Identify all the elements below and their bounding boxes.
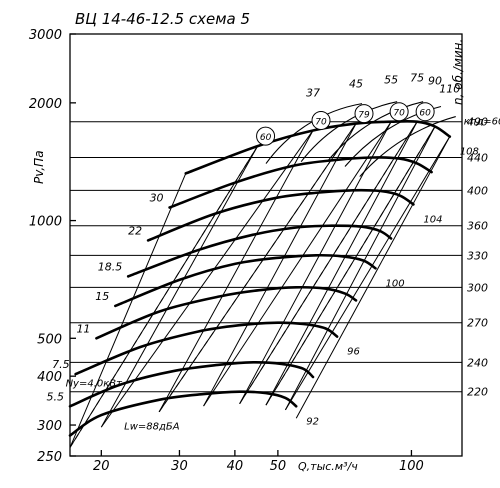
x-tick-label: 40 [227,459,244,474]
x-tick-label: 30 [171,459,188,474]
y-tick-label: 300 [37,419,62,434]
noise-line [285,136,451,411]
speed-label: 270 [467,317,488,330]
efficiency-marker [354,104,374,124]
x-tick-label: 100 [399,459,424,474]
efficiency-label: кпд=60% [464,117,500,128]
grid-layer [69,121,462,448]
power-line [284,126,436,411]
power-line [158,130,314,413]
efficiency-line [265,126,436,406]
x-tick-label: 50 [270,459,287,474]
efficiency-label: 70 [393,109,405,119]
speed-label: 440 [467,151,488,164]
power-label: 45 [349,78,363,91]
efficiency-arc [300,101,398,163]
speed-curve-240 [68,360,315,408]
noise-line [203,121,392,407]
power-line [265,121,418,406]
speed-curve-300 [95,285,358,340]
speed-curve-220 [68,390,298,437]
power-label: 5.5 [47,390,65,403]
power-line [295,136,451,419]
speed-label: 490 [467,116,488,129]
speed-label: 300 [467,281,488,294]
label-layer: 250 300 400 500 1000 2000 3000 20 30 40 50 100 490 44… [29,28,500,474]
noise-label: 92 [306,416,319,427]
efficiency-marker [256,126,276,146]
efficiency-marker [311,110,331,130]
speed-curve-490 [184,119,452,175]
noise-label: 96 [347,347,360,358]
axes-layer [69,33,463,457]
y-tick-label: 400 [37,370,62,385]
noise-line [100,130,314,428]
speed-label: 240 [467,356,488,369]
power-label: 30 [150,192,164,205]
power-line [100,145,259,428]
speed-curve-440 [168,156,433,209]
power-line [69,173,187,448]
power-label: 55 [384,74,398,87]
efficiency-marker [389,102,409,122]
power-line [203,123,357,407]
efficiency-line [158,123,357,413]
speed-label: 220 [467,386,488,399]
efficiency-arc [265,103,363,164]
x-tick-label: 20 [93,459,110,474]
power-label: 110 [439,83,460,96]
efficiency-label: 70 [315,117,327,127]
efficiency-line [239,121,418,404]
power-label: 75 [410,72,424,85]
power-label: 7.5 [52,358,70,371]
y2-axis-label: n, об./мин. [451,39,465,105]
speed-curve-400 [146,188,415,242]
efficiency-arc [359,116,456,177]
efficiency-marker [415,102,435,122]
power-label: 90 [428,75,442,88]
power-label: 22 [128,224,142,237]
y-axis-label: Pv,Па [32,150,46,184]
speed-label: 330 [467,249,488,262]
efficiency-label: 60 [419,109,431,119]
y-tick-label: 2000 [29,97,62,112]
power-label: 37 [306,86,320,99]
speed-curve-360 [126,224,393,278]
noise-label: Lw=88дБА [124,422,180,433]
efficiency-line [69,145,259,448]
speed-label: 360 [467,220,488,233]
efficiency-label: 79 [358,111,370,121]
plot-frame [69,33,463,457]
power-label: Ny=4.0кВт [66,379,124,390]
speed-curve-270 [74,321,339,376]
y-tick-label: 3000 [29,28,62,43]
power-line [239,121,392,404]
efficiency-label: 60 [260,133,272,143]
efficiency-arc [326,101,424,163]
x-axis-label: Q,тыс.м³/ч [298,460,358,473]
chart-title: ВЦ 14-46-12.5 схема 5 [75,10,250,28]
power-label: 11 [76,322,90,335]
speed-curve-330 [114,253,377,308]
curve-layer [68,119,452,437]
y-tick-label: 1000 [29,215,62,230]
noise-label: 108 [460,147,479,158]
power-label: 18.5 [98,260,123,273]
speed-label: 400 [467,184,488,197]
noise-label: 104 [423,214,442,225]
power-label: 15 [95,290,109,303]
y-tick-label: 500 [37,332,62,347]
noise-label: 100 [386,278,405,289]
y-tick-label: 250 [37,450,62,465]
